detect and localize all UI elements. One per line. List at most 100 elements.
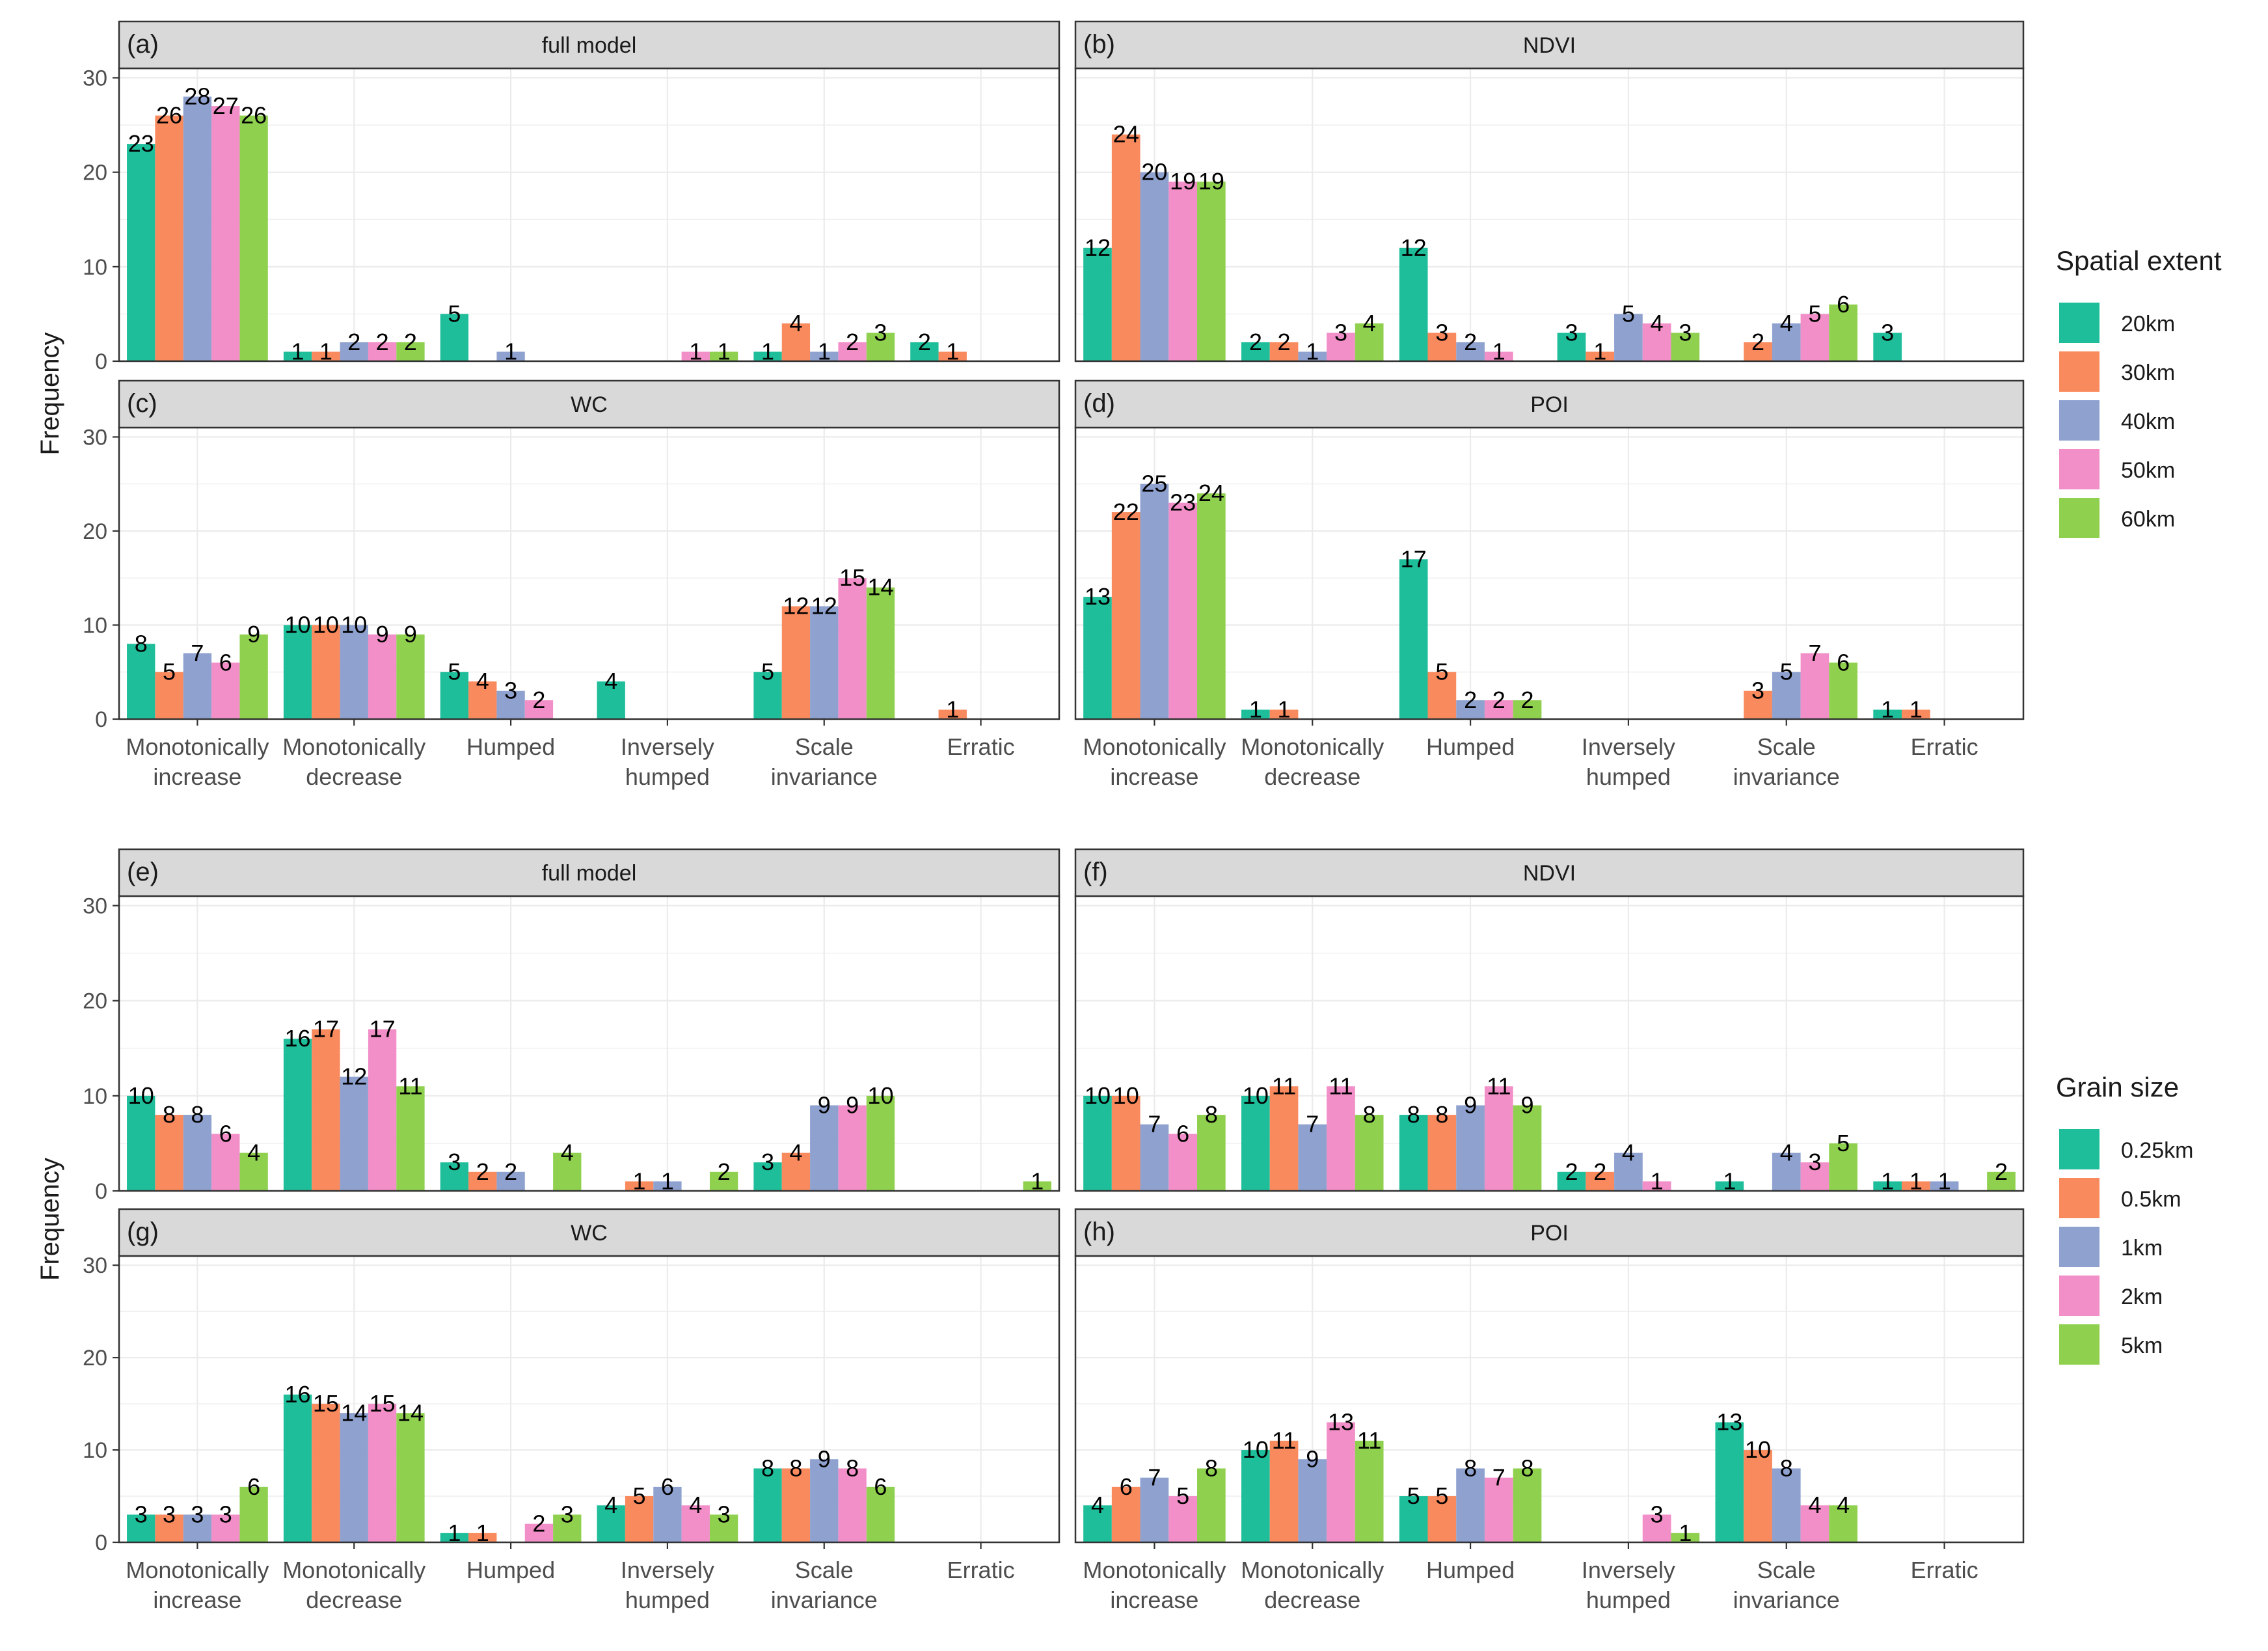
x-category-label: Monotonically decrease xyxy=(282,733,425,790)
strip-background xyxy=(118,848,1060,897)
bar-0.25km-2 xyxy=(1399,1496,1428,1542)
bar-0.25km-0 xyxy=(127,1095,155,1191)
bar-label: 8 xyxy=(1407,1101,1420,1128)
legend-label: 1km xyxy=(2121,1236,2163,1261)
bar-label: 1 xyxy=(689,338,702,364)
bar-label: 2 xyxy=(1995,1158,2008,1185)
bar-20km-1 xyxy=(1241,342,1270,361)
bar-label: 10 xyxy=(341,611,367,638)
x-category-label: Scale invariance xyxy=(1733,733,1840,790)
bar-50km-1 xyxy=(368,634,397,719)
bar-40km-2 xyxy=(1456,700,1485,719)
bar-label: 13 xyxy=(1328,1408,1354,1435)
bar-60km-1 xyxy=(1355,323,1384,361)
bar-label: 20 xyxy=(1141,159,1167,185)
bar-label: 5 xyxy=(1780,659,1793,685)
x-category-label: Inversely humped xyxy=(1582,733,1675,790)
bar-40km-3 xyxy=(1614,314,1643,361)
x-category-label: Humped xyxy=(1426,733,1515,760)
legend-1: Grain size 0.25km 0.5km 1km 2km 5km xyxy=(2056,1072,2194,1365)
bar-30km-4 xyxy=(1744,690,1772,719)
bar-5km-3 xyxy=(1671,1533,1700,1542)
bar-label: 9 xyxy=(818,1445,831,1472)
bar-0.5km-3 xyxy=(625,1496,654,1542)
bar-label: 1 xyxy=(1593,338,1606,364)
bar-label: 1 xyxy=(291,338,304,364)
bar-20km-4 xyxy=(753,351,782,361)
bar-0.5km-0 xyxy=(1111,1095,1141,1191)
bar-2km-2 xyxy=(524,1523,554,1542)
bar-label: 2 xyxy=(1520,687,1533,713)
bar-20km-5 xyxy=(1873,709,1902,719)
bar-1km-4 xyxy=(1772,1468,1801,1542)
y-tick-label: 10 xyxy=(83,1084,107,1109)
bar-label: 2 xyxy=(404,329,417,355)
bar-label: 6 xyxy=(1837,291,1850,318)
bar-label: 1 xyxy=(448,1520,461,1546)
bar-label: 6 xyxy=(219,1120,232,1147)
bar-50km-4 xyxy=(838,578,867,719)
bar-label: 17 xyxy=(313,1016,339,1043)
bar-50km-0 xyxy=(1168,502,1197,719)
bar-label: 4 xyxy=(1780,310,1793,336)
bar-label: 5 xyxy=(1837,1130,1850,1156)
bar-label: 4 xyxy=(604,1492,617,1518)
bar-label: 5 xyxy=(1407,1482,1420,1509)
bar-1km-0 xyxy=(183,1514,212,1542)
bar-label: 1 xyxy=(1278,696,1291,723)
bar-label: 12 xyxy=(811,593,837,620)
panel-tag: (e) xyxy=(127,858,159,886)
x-category-label: Inversely humped xyxy=(621,733,714,790)
x-category-label: Monotonically decrease xyxy=(1241,733,1384,790)
bar-40km-2 xyxy=(1456,342,1485,361)
bar-1km-2 xyxy=(1456,1468,1485,1542)
bar-40km-1 xyxy=(1298,351,1327,361)
bar-label: 2 xyxy=(504,1158,517,1185)
strip-background xyxy=(118,379,1060,429)
bar-60km-3 xyxy=(1671,333,1700,361)
bar-40km-1 xyxy=(340,625,368,719)
bar-label: 5 xyxy=(163,659,176,685)
x-category-label: Monotonically increase xyxy=(1083,733,1226,790)
panel-title: POI xyxy=(1530,392,1569,417)
bar-label: 5 xyxy=(448,300,461,327)
bar-label: 23 xyxy=(1170,489,1196,516)
bar-40km-1 xyxy=(340,342,368,361)
bar-label: 9 xyxy=(404,621,417,648)
bar-label: 2 xyxy=(376,329,389,355)
bar-label: 2 xyxy=(1278,329,1291,355)
bar-2km-1 xyxy=(1327,1422,1355,1542)
bar-5km-3 xyxy=(709,1514,738,1542)
bar-label: 2 xyxy=(1249,329,1262,355)
bar-label: 1 xyxy=(504,338,517,364)
y-tick-label: 20 xyxy=(83,161,107,185)
y-tick-label: 10 xyxy=(83,613,107,638)
bar-60km-2 xyxy=(1513,700,1542,719)
bar-label: 7 xyxy=(191,640,204,666)
bar-2km-4 xyxy=(1800,1505,1829,1542)
bar-label: 2 xyxy=(846,329,859,355)
bar-label: 9 xyxy=(247,621,260,648)
bar-label: 1 xyxy=(818,338,831,364)
legend-label: 20km xyxy=(2121,312,2175,336)
panel-background xyxy=(119,68,1059,361)
x-category-label: Monotonically decrease xyxy=(1241,1557,1384,1613)
bar-label: 10 xyxy=(313,611,339,638)
bar-label: 13 xyxy=(1085,583,1111,610)
bar-5km-1 xyxy=(1355,1115,1384,1191)
bar-label: 3 xyxy=(718,1501,731,1527)
bar-20km-5 xyxy=(910,342,939,361)
x-category-label: Humped xyxy=(1426,1557,1515,1583)
bar-label: 4 xyxy=(1651,310,1664,336)
bar-0.5km-5 xyxy=(1902,1181,1930,1191)
bar-label: 9 xyxy=(1520,1091,1533,1118)
bar-label: 2 xyxy=(1464,329,1477,355)
bar-label: 3 xyxy=(761,1149,774,1175)
bar-5km-0 xyxy=(239,1153,268,1191)
bar-label: 9 xyxy=(1306,1445,1319,1472)
bar-1km-4 xyxy=(810,1459,839,1542)
bar-2km-4 xyxy=(1800,1162,1829,1191)
bar-1km-0 xyxy=(183,1115,212,1191)
